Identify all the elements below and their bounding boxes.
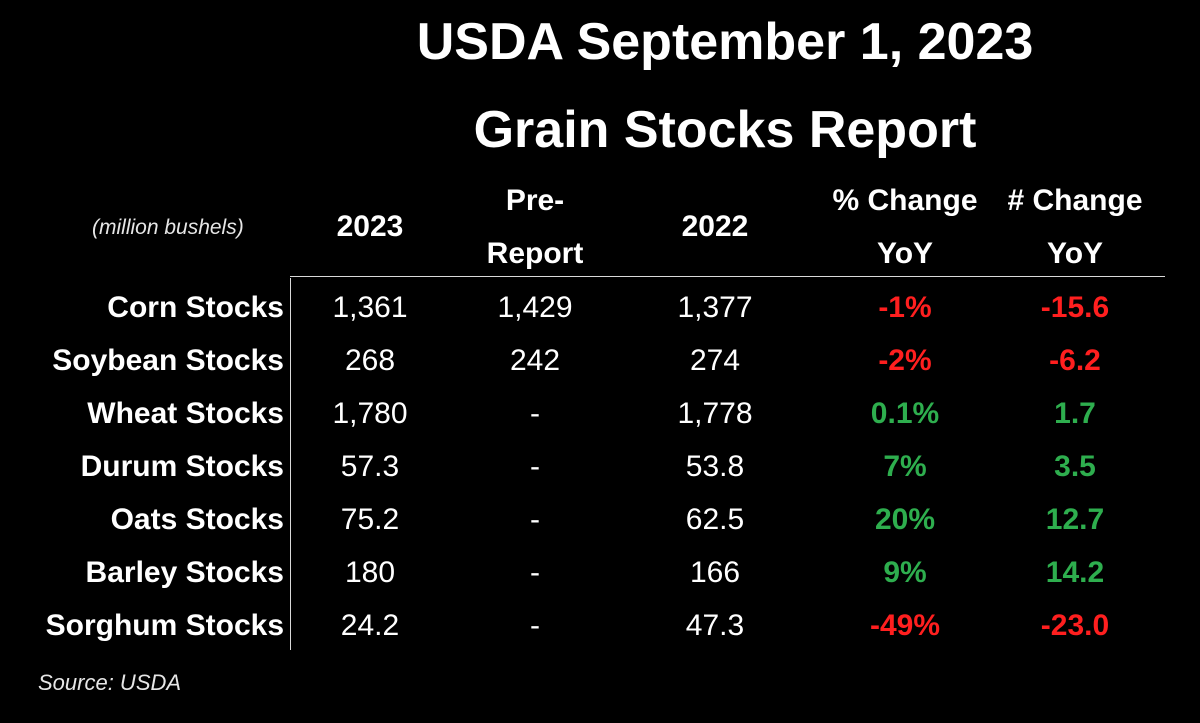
cell-2023: 57.3 (340, 450, 400, 483)
header-pct-change-line2: YoY (876, 237, 934, 270)
cell-num-change: 3.5 (1054, 450, 1096, 483)
cell-pre-report: - (530, 397, 540, 430)
units-note: (million bushels) (92, 216, 244, 239)
cell-num-change: 1.7 (1054, 397, 1096, 430)
row-label: Barley Stocks (85, 556, 284, 589)
header-pre-report-line2: Report (486, 237, 584, 270)
cell-2022: 47.3 (685, 609, 745, 642)
header-num-change-line2: YoY (1046, 237, 1104, 270)
report-title-line1: USDA September 1, 2023 (416, 13, 1034, 71)
cell-num-change: -15.6 (1040, 291, 1110, 324)
cell-2022: 53.8 (685, 450, 745, 483)
cell-2023: 1,361 (332, 291, 408, 324)
cell-2023: 180 (344, 556, 396, 589)
source-note: Source: USDA (38, 670, 182, 695)
cell-2022: 274 (689, 344, 741, 377)
cell-pct-change: 9% (883, 556, 927, 589)
cell-pct-change: 20% (874, 503, 936, 536)
cell-2023: 1,780 (332, 397, 408, 430)
header-num-change-line1: # Change (1007, 184, 1143, 217)
row-label: Oats Stocks (110, 503, 284, 536)
header-pre-report-line1: Pre- (505, 184, 565, 217)
table-row: Oats Stocks 75.2 - 62.5 20% 12.7 (0, 493, 1200, 546)
cell-num-change: -23.0 (1040, 609, 1110, 642)
cell-pre-report: 242 (509, 344, 561, 377)
table-row: Barley Stocks 180 - 166 9% 14.2 (0, 546, 1200, 599)
row-label: Wheat Stocks (87, 397, 284, 430)
header-2023: 2023 (336, 210, 404, 243)
cell-pct-change: -1% (878, 291, 932, 324)
row-label: Sorghum Stocks (45, 609, 284, 642)
table-row: Durum Stocks 57.3 - 53.8 7% 3.5 (0, 440, 1200, 493)
cell-num-change: 12.7 (1045, 503, 1105, 536)
cell-2023: 24.2 (340, 609, 400, 642)
report-title-line2: Grain Stocks Report (473, 101, 977, 159)
row-label: Soybean Stocks (52, 344, 284, 377)
cell-2022: 1,377 (677, 291, 753, 324)
header-pct-change-line1: % Change (832, 184, 978, 217)
table-row: Wheat Stocks 1,780 - 1,778 0.1% 1.7 (0, 387, 1200, 440)
cell-pct-change: 0.1% (870, 397, 940, 430)
cell-pre-report: - (530, 609, 540, 642)
cell-2022: 1,778 (677, 397, 753, 430)
header-divider (290, 276, 1165, 277)
cell-2022: 62.5 (685, 503, 745, 536)
cell-2022: 166 (689, 556, 741, 589)
header-2022: 2022 (681, 210, 749, 243)
cell-num-change: -6.2 (1049, 344, 1101, 377)
cell-pre-report: 1,429 (497, 291, 573, 324)
table-row: Soybean Stocks 268 242 274 -2% -6.2 (0, 334, 1200, 387)
cell-pct-change: -2% (878, 344, 932, 377)
label-column-divider (290, 278, 291, 650)
row-label: Durum Stocks (80, 450, 284, 483)
table-row: Sorghum Stocks 24.2 - 47.3 -49% -23.0 (0, 599, 1200, 652)
cell-pre-report: - (530, 503, 540, 536)
cell-pre-report: - (530, 450, 540, 483)
table-row: Corn Stocks 1,361 1,429 1,377 -1% -15.6 (0, 281, 1200, 334)
cell-num-change: 14.2 (1045, 556, 1105, 589)
row-label: Corn Stocks (107, 291, 284, 324)
cell-2023: 75.2 (340, 503, 400, 536)
cell-pct-change: -49% (869, 609, 941, 642)
cell-pre-report: - (530, 556, 540, 589)
cell-pct-change: 7% (883, 450, 927, 483)
cell-2023: 268 (344, 344, 396, 377)
